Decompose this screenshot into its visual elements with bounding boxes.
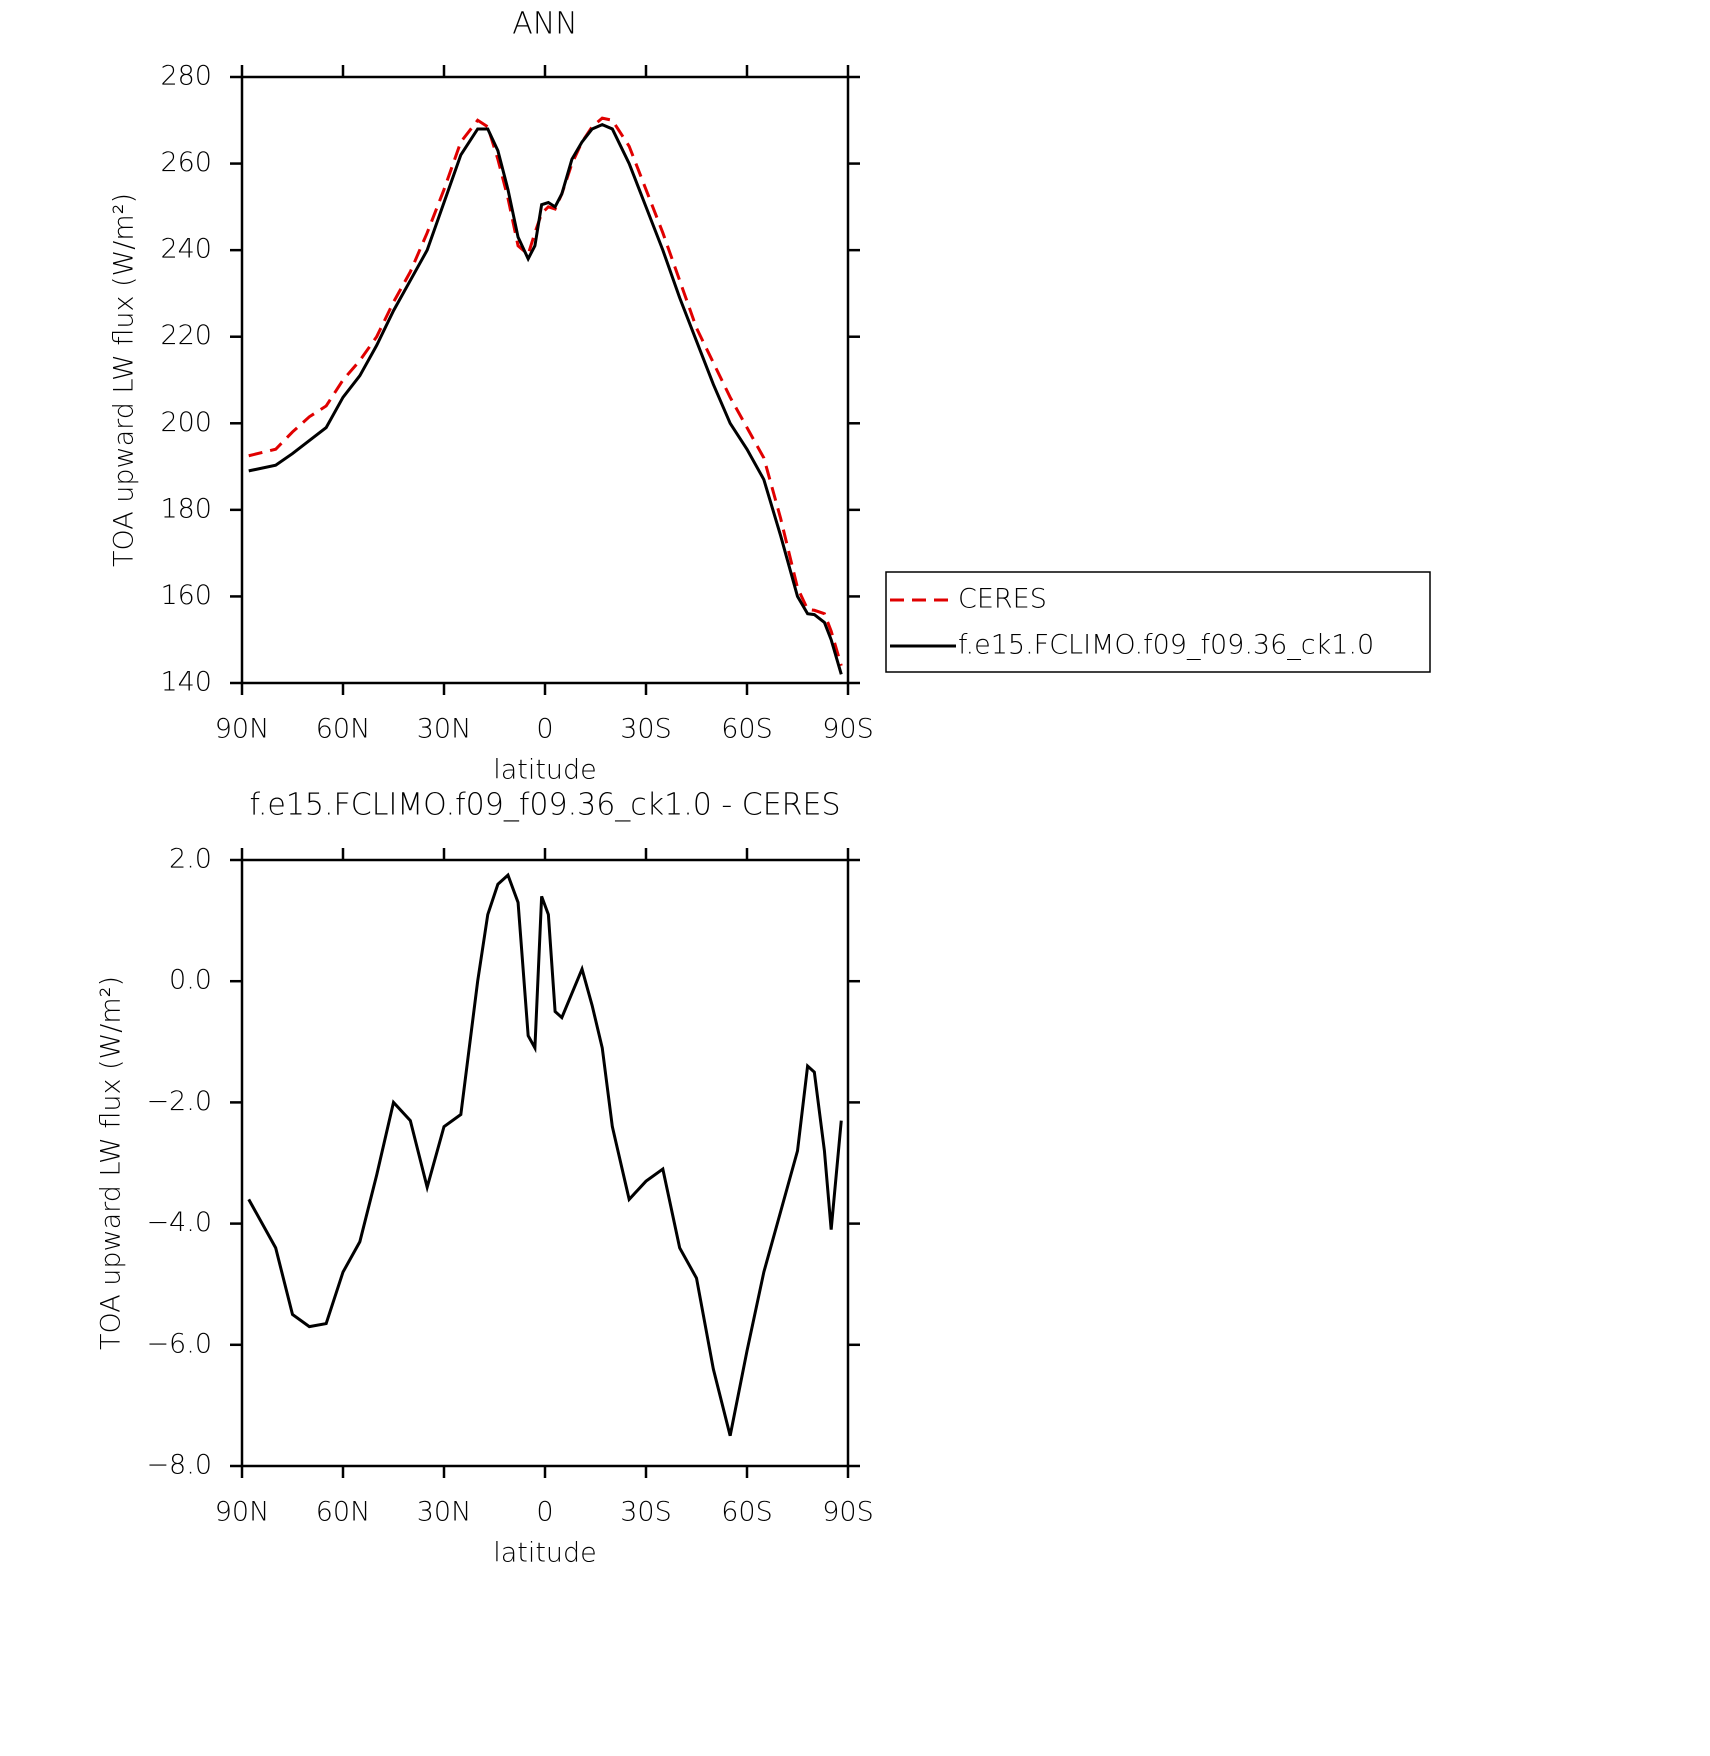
- x-tick-label: 60S: [721, 714, 773, 745]
- y-tick-label: −2.0: [146, 1086, 212, 1117]
- y-tick-label: 260: [160, 147, 212, 178]
- x-tick-label: 60S: [721, 1497, 773, 1528]
- legend-label: CERES: [958, 584, 1047, 615]
- x-tick-label: 30S: [620, 714, 672, 745]
- x-tick-label: 90S: [822, 1497, 874, 1528]
- plot-frame: [240, 858, 850, 1468]
- y-tick-label: 180: [160, 493, 212, 524]
- y-tick-label: −4.0: [146, 1207, 212, 1238]
- series-line: [248, 116, 843, 667]
- y-tick-label: 200: [160, 407, 212, 438]
- legend-box: [885, 571, 1431, 673]
- y-tick-label: 280: [160, 61, 212, 92]
- y-tick-label: 160: [160, 580, 212, 611]
- y-axis-label: TOA upward LW flux (W/m²): [96, 976, 127, 1350]
- legend-label: f.e15.FCLIMO.f09_f09.36_ck1.0: [958, 630, 1374, 661]
- x-axis-label: latitude: [493, 1538, 597, 1569]
- x-tick-label: 0: [536, 1497, 553, 1528]
- y-tick-label: −6.0: [146, 1328, 212, 1359]
- x-tick-label: 30S: [620, 1497, 672, 1528]
- x-tick-label: 60N: [316, 714, 371, 745]
- chart-title: f.e15.FCLIMO.f09_f09.36_ck1.0 - CERES: [249, 788, 840, 823]
- series-line: [248, 122, 843, 675]
- x-tick-label: 30N: [417, 1497, 472, 1528]
- y-tick-label: 0.0: [169, 965, 212, 996]
- series-line: [247, 872, 843, 1437]
- plot-frame: [240, 75, 850, 685]
- x-tick-label: 30N: [417, 714, 472, 745]
- x-tick-label: 0: [536, 714, 553, 745]
- x-tick-label: 90N: [215, 1497, 270, 1528]
- x-tick-label: 90S: [822, 714, 874, 745]
- y-tick-label: 240: [160, 234, 212, 265]
- x-axis-label: latitude: [493, 755, 597, 786]
- y-tick-label: −8.0: [146, 1450, 212, 1481]
- chart-title: ANN: [512, 7, 577, 42]
- x-tick-label: 90N: [215, 714, 270, 745]
- x-tick-label: 60N: [316, 1497, 371, 1528]
- y-tick-label: 220: [160, 320, 212, 351]
- y-axis-label: TOA upward LW flux (W/m²): [109, 193, 140, 567]
- y-tick-label: 2.0: [169, 844, 212, 875]
- y-tick-label: 140: [160, 667, 212, 698]
